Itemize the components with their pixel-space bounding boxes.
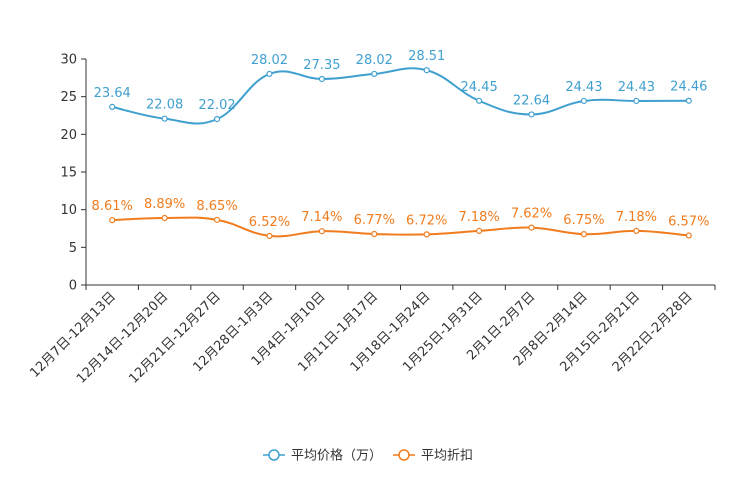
data-point[interactable] [528, 111, 535, 118]
data-point[interactable] [633, 227, 640, 235]
data-label: 22.02 [198, 98, 235, 113]
data-label: 23.64 [94, 86, 131, 101]
data-label: 6.72% [406, 213, 447, 228]
y-tick-label: 0 [69, 279, 77, 294]
data-point[interactable] [423, 231, 430, 238]
series-2: 8.61% 8.89% 8.65% 6.52% 7.14% 6.77% 6.72% 7.18%… [92, 197, 709, 239]
data-label: 22.08 [146, 98, 183, 113]
data-point[interactable] [318, 228, 325, 235]
data-label: 8.89% [144, 197, 185, 212]
data-point[interactable] [371, 230, 378, 238]
data-label: 7.62% [511, 207, 552, 222]
data-point[interactable] [685, 97, 692, 104]
data-label: 6.75% [563, 213, 604, 228]
data-point[interactable] [109, 103, 116, 111]
data-label: 6.57% [668, 215, 709, 230]
data-label: 27.35 [303, 58, 340, 73]
data-label: 8.65% [196, 199, 237, 214]
data-label: 7.18% [616, 210, 657, 225]
data-point[interactable] [528, 224, 535, 231]
data-label: 6.77% [354, 213, 395, 228]
series-1: 23.64 22.08 22.02 28.02 27.35 28.02 28.51 24.45… [94, 49, 707, 125]
x-tick-label: 12月7日-12月13日 [27, 289, 119, 381]
legend-marker-icon [268, 449, 280, 461]
y-tick-label: 5 [69, 241, 77, 256]
legend-marker-icon [398, 449, 410, 461]
data-label: 28.51 [408, 49, 445, 64]
data-point[interactable] [266, 232, 273, 239]
x-tick-label: 12月21日-12月27日 [126, 289, 223, 386]
data-label: 24.45 [461, 80, 498, 95]
data-point[interactable] [580, 97, 588, 105]
y-tick-label: 30 [60, 53, 77, 68]
data-label: 24.46 [670, 80, 707, 95]
data-label: 7.18% [458, 210, 499, 225]
legend-label: 平均价格（万） [291, 448, 382, 464]
data-label: 24.43 [618, 80, 655, 95]
y-tick-label: 15 [60, 166, 77, 181]
data-point[interactable] [318, 75, 325, 83]
data-point[interactable] [580, 231, 588, 238]
data-label: 28.02 [251, 53, 288, 68]
data-point[interactable] [633, 97, 640, 105]
legend-item-1[interactable]: 平均价格（万） [263, 448, 382, 464]
data-label: 7.14% [301, 210, 342, 225]
data-point[interactable] [371, 70, 378, 78]
data-point[interactable] [476, 227, 483, 235]
series-line [112, 216, 689, 238]
data-point[interactable] [213, 216, 221, 223]
data-point[interactable] [109, 217, 116, 224]
data-label: 6.52% [249, 215, 290, 230]
legend-item-2[interactable]: 平均折扣 [393, 449, 473, 464]
y-tick-label: 25 [60, 90, 77, 105]
data-label: 8.61% [92, 199, 133, 214]
data-point[interactable] [476, 97, 483, 104]
data-point[interactable] [213, 116, 221, 123]
y-tick-label: 10 [60, 203, 77, 218]
x-tick-label: 12月14日-12月20日 [74, 289, 171, 386]
data-point[interactable] [685, 232, 692, 239]
data-point[interactable] [161, 214, 168, 222]
data-label: 24.43 [565, 80, 602, 95]
series-line [111, 67, 689, 125]
y-tick-label: 20 [60, 128, 77, 143]
data-label: 22.64 [513, 93, 550, 108]
data-point[interactable] [266, 70, 273, 78]
data-point[interactable] [423, 67, 430, 74]
x-axis: 12月7日-12月13日12月14日-12月20日12月21日-12月27日12… [27, 284, 716, 387]
data-point[interactable] [161, 115, 168, 122]
legend: 平均价格（万） 平均折扣 [263, 448, 473, 464]
y-axis: 0 5 10 15 20 25 30 [60, 53, 87, 294]
legend-label: 平均折扣 [421, 449, 473, 464]
data-label: 28.02 [356, 53, 393, 68]
series-layer: 23.64 22.08 22.02 28.02 27.35 28.02 28.51 24.45… [92, 49, 709, 239]
